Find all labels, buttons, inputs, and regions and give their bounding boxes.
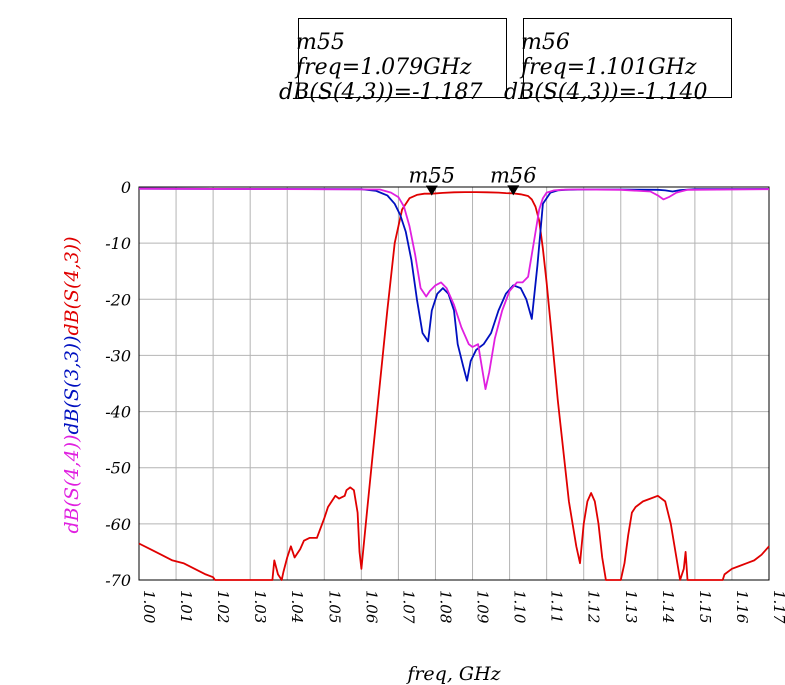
marker-m56-box[interactable] — [523, 18, 732, 98]
x-tick-labels: 1.00 1.01 1.02 1.03 1.04 1.05 1.06 1.07 1.08 1.09… — [140, 590, 785, 624]
y-axis-label-part-1: dB(S(3,3)) — [61, 335, 83, 434]
x-tick-label-9: 1.09 — [474, 590, 492, 624]
x-tick-label-3: 1.03 — [251, 590, 269, 623]
marker-m55-box[interactable] — [298, 18, 507, 98]
y-tick-label-1: -10 — [105, 234, 131, 253]
marker-m56-freq: freq=1.101GHz — [521, 55, 697, 80]
marker-m56-value: dB(S(4,3))=-1.140 — [504, 80, 708, 105]
x-tick-label-0: 1.00 — [140, 590, 158, 624]
x-tick-label-5: 1.05 — [325, 590, 343, 623]
x-tick-label-12: 1.12 — [585, 590, 603, 623]
series-line-dB(S(3,3)) — [138, 187, 770, 382]
x-tick-label-17: 1.17 — [770, 590, 785, 624]
series-line-dB(S(4,4)) — [138, 187, 770, 390]
x-tick-label-14: 1.14 — [659, 590, 677, 623]
y-tick-label-3: -30 — [105, 346, 131, 365]
series-line-dB(S(4,3)) — [138, 191, 770, 581]
y-tick-label-0: 0 — [121, 178, 131, 197]
y-axis-label-part-2: dB(S(4,3)) — [61, 236, 83, 335]
plot-frame — [138, 186, 770, 581]
y-tick-label-2: -20 — [105, 290, 131, 309]
series-layer — [138, 187, 770, 581]
marker-m55-freq: freq=1.079GHz — [296, 55, 472, 80]
marker-m55-value: dB(S(4,3))=-1.187 — [279, 80, 483, 105]
x-tick-label-13: 1.13 — [622, 590, 640, 623]
x-tick-label-16: 1.16 — [733, 590, 751, 624]
x-axis-label: freq, GHz — [405, 663, 501, 685]
x-tick-label-7: 1.07 — [399, 590, 417, 624]
x-tick-label-2: 1.02 — [214, 590, 232, 623]
y-tick-label-6: -60 — [105, 515, 131, 534]
marker-label-m55: m55 — [408, 164, 455, 188]
marker-triangles: m55 m56 — [408, 163, 537, 196]
x-tick-label-15: 1.15 — [696, 590, 714, 623]
y-tick-label-7: -70 — [105, 571, 131, 590]
x-tick-label-10: 1.10 — [511, 590, 529, 624]
marker-label-m56: m56 — [490, 163, 537, 187]
y-tick-label-4: -40 — [105, 403, 131, 422]
marker-m56-name: m56 — [521, 30, 570, 55]
x-tick-label-4: 1.04 — [288, 590, 306, 623]
y-axis-label-part-0: dB(S(4,4)) — [61, 435, 83, 534]
y-tick-label-5: -50 — [105, 459, 131, 478]
plot-grid — [138, 186, 770, 581]
y-axis-label: dB(S(4,4))dB(S(3,3))dB(S(4,3)) — [61, 236, 83, 533]
y-tick-labels: 0 -10 -20 -30 -40 -50 -60 -70 — [105, 178, 131, 590]
x-tick-label-6: 1.06 — [362, 590, 380, 624]
x-tick-label-1: 1.01 — [177, 590, 195, 623]
marker-triangle-m55[interactable] — [425, 185, 438, 196]
marker-m55-name: m55 — [296, 30, 345, 55]
marker-triangle-m56[interactable] — [507, 185, 520, 196]
x-tick-label-11: 1.11 — [548, 590, 566, 623]
x-tick-label-8: 1.08 — [436, 590, 454, 623]
